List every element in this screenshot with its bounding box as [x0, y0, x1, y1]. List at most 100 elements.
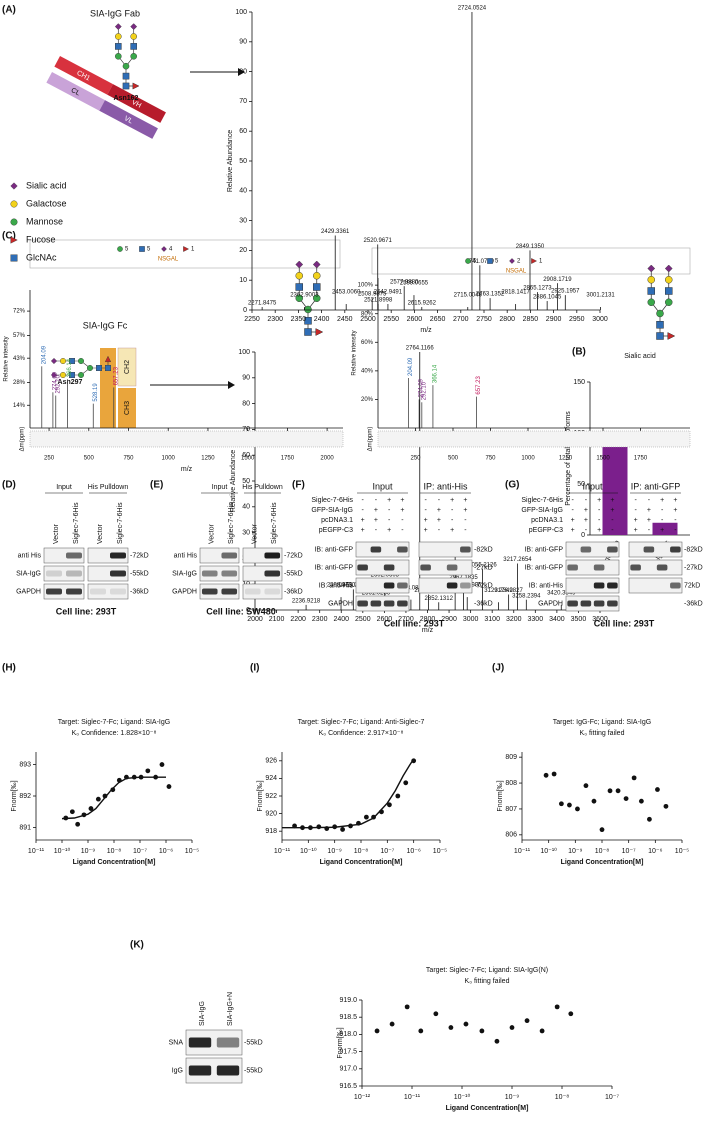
- y-tick-label: 57%: [13, 333, 26, 339]
- y-tick-label: 70: [242, 426, 250, 433]
- data-point: [363, 814, 369, 820]
- blot-band: [593, 564, 605, 571]
- glycan-symbol: [69, 358, 76, 365]
- blot-frame: [355, 541, 410, 558]
- condition-sign: +: [437, 517, 441, 524]
- condition-sign: -: [375, 497, 378, 504]
- blot-frame: [199, 583, 240, 600]
- data-point: [387, 802, 392, 808]
- cell-line-label: Cell line: 293T: [56, 606, 117, 616]
- glycan-symbol: [122, 62, 130, 70]
- size-label: -36kD: [130, 588, 149, 595]
- legend-label: Galactose: [26, 198, 67, 208]
- condition-sign: -: [661, 517, 664, 524]
- panel-label: (A): [2, 5, 16, 16]
- condition-sign: +: [634, 517, 638, 524]
- blot-band: [607, 546, 618, 553]
- data-point: [631, 775, 637, 781]
- size-label: -82kD: [684, 546, 703, 553]
- y-tick-label: 0: [246, 607, 250, 614]
- y-tick-label: 20%: [361, 397, 374, 403]
- x-tick-label: 10⁻¹⁰: [454, 1093, 471, 1101]
- glycan-symbol: [487, 258, 493, 264]
- x-tick-label: 2000: [320, 456, 334, 462]
- y-tick-label: 100: [235, 9, 247, 16]
- size-label: -72kD: [130, 552, 149, 559]
- condition-label: pEGFP-C3: [319, 527, 353, 534]
- glycan-symbol: [647, 298, 655, 307]
- data-point: [348, 823, 353, 829]
- x-tick-label: 3000: [463, 616, 479, 623]
- condition-sign: -: [674, 517, 677, 524]
- peak-label: 2271.8475: [248, 301, 277, 307]
- x-tick-label: 750: [123, 456, 134, 462]
- y-axis-label: Fnorm[‰]: [337, 1027, 344, 1058]
- condition-sign: +: [571, 517, 575, 524]
- condition-sign: +: [673, 497, 677, 504]
- condition-sign: -: [388, 507, 391, 514]
- blot-band: [420, 564, 431, 571]
- condition-sign: +: [571, 527, 575, 534]
- blot-frame: [199, 547, 240, 564]
- data-point: [568, 1011, 574, 1017]
- size-label: -72kD: [284, 552, 303, 559]
- peak-label: 2763.1352: [476, 292, 505, 298]
- glycan-symbol: [664, 287, 673, 295]
- x-axis-label: m/z: [420, 327, 432, 334]
- bar: [652, 522, 678, 535]
- x-tick-label: 2200: [290, 616, 306, 623]
- condition-label: pcDNA3.1: [321, 517, 353, 524]
- x-tick-label: 10⁻⁷: [605, 1094, 619, 1101]
- condition-sign: -: [634, 507, 637, 514]
- data-point: [554, 1004, 560, 1010]
- x-tick-label: 2450: [337, 316, 353, 323]
- peak-label: 2715.0040: [454, 293, 483, 299]
- data-point: [615, 788, 621, 794]
- domain-label: CH2: [124, 360, 131, 374]
- glycan-symbol: [647, 276, 655, 284]
- blot-frame: [565, 577, 620, 594]
- y-tick-label: 924: [265, 775, 277, 782]
- condition-sign: +: [361, 517, 365, 524]
- condition-sign: +: [597, 497, 601, 504]
- row-label: IB: anti-His: [529, 582, 564, 589]
- glycan-symbol: [60, 372, 67, 379]
- y-tick-label: 100%: [358, 283, 374, 289]
- condition-sign: -: [648, 527, 651, 534]
- condition-sign: -: [464, 517, 467, 524]
- condition-sign: +: [660, 497, 664, 504]
- blot-frame: [565, 541, 620, 558]
- condition-sign: +: [400, 507, 404, 514]
- blot-band: [607, 600, 618, 607]
- blot-band: [580, 546, 592, 553]
- glycan-symbol: [465, 258, 471, 264]
- glycan-symbol: [69, 372, 76, 379]
- data-point: [655, 787, 660, 792]
- y-tick-label: 60%: [361, 340, 374, 346]
- y-tick-label: 60: [242, 452, 250, 459]
- glycan-symbol: [664, 298, 673, 307]
- blot-band: [46, 570, 62, 577]
- data-point: [433, 1011, 439, 1017]
- blot-band: [567, 600, 578, 607]
- x-tick-label: 2400: [314, 316, 330, 323]
- data-point: [124, 774, 129, 780]
- y-tick-label: 28%: [13, 380, 26, 386]
- data-point: [524, 1018, 530, 1024]
- condition-sign: +: [463, 497, 467, 504]
- size-label: -36kD: [284, 588, 303, 595]
- glycan-symbol: [132, 82, 140, 90]
- chart-title: Target: IgG-Fc; Ligand: SIA-IgG: [553, 719, 651, 726]
- legend-label: GlcNAc: [26, 252, 57, 262]
- bar: [602, 435, 628, 535]
- y-tick-label: 0: [581, 532, 585, 539]
- data-point: [479, 1028, 485, 1034]
- data-point: [300, 825, 305, 831]
- lane-label: Vector: [97, 523, 104, 544]
- data-point: [166, 784, 172, 789]
- x-tick-label: 2250: [244, 316, 260, 323]
- y-axis-label: Relative Abundance: [227, 130, 234, 192]
- blot-band: [656, 564, 668, 571]
- fit-line: [61, 776, 166, 820]
